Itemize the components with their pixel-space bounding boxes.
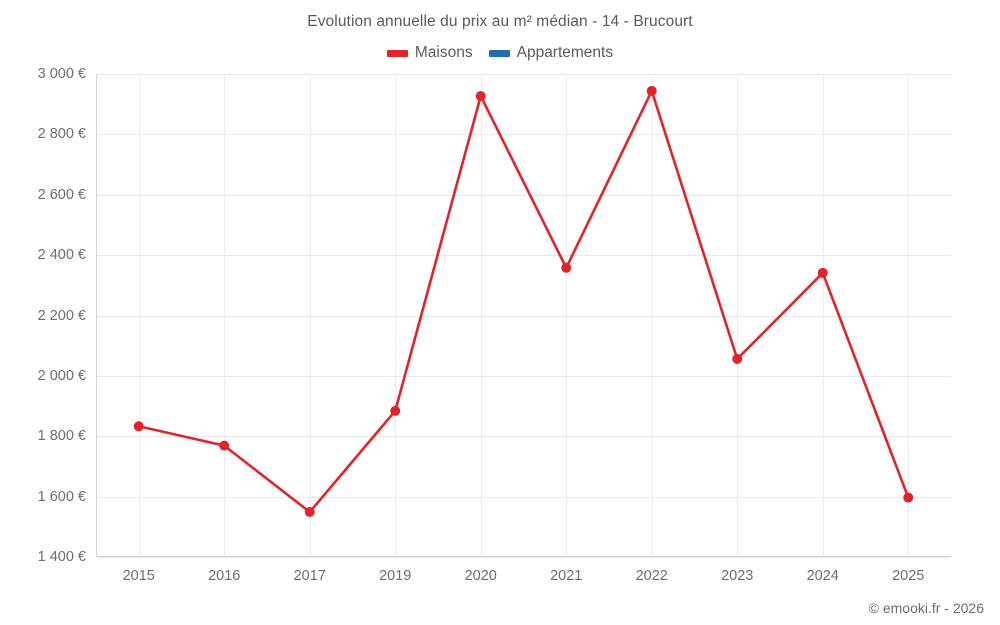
legend-swatch-maisons xyxy=(386,49,408,57)
legend-label-maisons: Maisons xyxy=(414,44,473,61)
chart-legend: Maisons Appartements xyxy=(0,44,1000,62)
data-point-maisons[interactable] xyxy=(390,405,401,416)
x-axis-tick-label: 2024 xyxy=(806,568,839,584)
data-point-maisons[interactable] xyxy=(903,492,914,503)
copyright-credit: © emooki.fr - 2026 xyxy=(868,600,984,616)
gridline-vertical xyxy=(138,74,140,557)
gridline-vertical xyxy=(309,74,311,557)
y-axis-tick-label: 3 000 € xyxy=(37,66,86,82)
chart-title: Evolution annuelle du prix au m² médian … xyxy=(307,13,693,30)
data-point-maisons[interactable] xyxy=(561,262,572,273)
gridline-horizontal xyxy=(96,436,951,438)
gridline-horizontal xyxy=(96,134,951,136)
x-axis-tick-label: 2016 xyxy=(208,568,241,584)
y-axis-tick-label: 1 600 € xyxy=(37,488,86,505)
x-axis-tick-label: 2015 xyxy=(122,568,155,584)
gridline-vertical xyxy=(480,74,482,557)
data-point-maisons[interactable] xyxy=(133,421,144,432)
gridline-horizontal xyxy=(96,375,951,377)
gridline-horizontal xyxy=(96,496,951,498)
data-point-maisons[interactable] xyxy=(304,507,315,518)
y-axis-tick-label: 2 200 € xyxy=(37,307,86,324)
x-axis-line xyxy=(96,556,951,557)
legend-item-appartements[interactable]: Appartements xyxy=(488,44,614,62)
series-line-maisons xyxy=(137,89,910,514)
gridline-horizontal xyxy=(96,194,951,196)
data-point-maisons[interactable] xyxy=(475,91,486,102)
x-axis-tick-label: 2021 xyxy=(550,568,583,584)
y-axis-tick-label: 2 000 € xyxy=(37,367,86,384)
legend-item-maisons[interactable]: Maisons xyxy=(386,44,473,62)
y-axis-tick-label: 1 400 € xyxy=(37,549,86,565)
plot-area xyxy=(96,74,951,558)
gridline-vertical xyxy=(908,74,910,557)
gridline-vertical xyxy=(651,74,653,557)
data-point-maisons[interactable] xyxy=(219,440,230,451)
y-axis-line xyxy=(96,74,97,557)
data-point-maisons[interactable] xyxy=(646,85,657,96)
data-point-maisons[interactable] xyxy=(732,353,743,364)
x-axis-tick-label: 2023 xyxy=(721,568,754,584)
x-axis-tick-label: 2017 xyxy=(293,568,326,584)
y-axis-tick-label: 2 600 € xyxy=(37,186,86,203)
gridline-horizontal xyxy=(96,315,951,317)
y-axis-tick-label: 2 400 € xyxy=(37,247,86,264)
x-axis-tick-label: 2022 xyxy=(635,568,668,584)
data-point-maisons[interactable] xyxy=(817,267,828,278)
legend-swatch-appartements xyxy=(488,49,510,57)
gridline-horizontal xyxy=(96,557,951,558)
gridline-vertical xyxy=(737,74,739,557)
gridline-vertical xyxy=(224,74,226,557)
x-axis-tick-label: 2020 xyxy=(464,568,497,584)
gridline-vertical xyxy=(395,74,397,557)
gridline-vertical xyxy=(566,74,568,557)
series-layer xyxy=(133,85,914,518)
gridline-horizontal xyxy=(96,255,951,257)
legend-label-appartements: Appartements xyxy=(516,44,614,61)
gridline-vertical xyxy=(822,74,824,557)
y-axis-tick-label: 2 800 € xyxy=(37,126,86,143)
x-axis-tick-label: 2025 xyxy=(892,568,925,584)
gridline-horizontal xyxy=(96,74,951,75)
x-axis-tick-label: 2019 xyxy=(379,568,412,584)
y-axis-tick-label: 1 800 € xyxy=(37,428,86,445)
